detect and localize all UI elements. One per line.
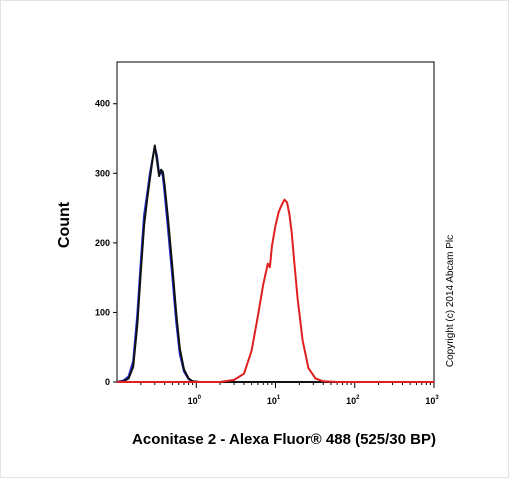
- y-axis-ticks: 0 100 200 300 400: [95, 99, 117, 387]
- x-tick-base: 10: [188, 396, 198, 406]
- x-tick-base: 10: [267, 396, 277, 406]
- x-tick-label: 100: [188, 395, 202, 406]
- y-tick-label: 0: [105, 377, 110, 387]
- series-line-2: [117, 198, 434, 383]
- y-tick-label: 200: [95, 238, 110, 248]
- x-tick-exponent: 3: [435, 395, 439, 401]
- y-axis-label: Count: [56, 201, 73, 248]
- copyright-annotation: Copyright (c) 2014 Abcam Plc: [445, 235, 456, 367]
- x-tick-label: 102: [346, 395, 360, 406]
- x-tick-label: 101: [267, 395, 281, 406]
- x-tick-base: 10: [425, 396, 435, 406]
- x-tick-exponent: 0: [198, 395, 202, 401]
- x-tick-exponent: 1: [277, 395, 281, 401]
- series-group: [116, 144, 434, 383]
- x-axis-ticks: 100 101 102 103: [140, 382, 439, 406]
- x-tick-base: 10: [346, 396, 356, 406]
- x-tick-label: 103: [425, 395, 439, 406]
- y-tick-label: 300: [95, 168, 110, 178]
- y-tick-label: 100: [95, 307, 110, 317]
- x-tick-exponent: 2: [356, 395, 360, 401]
- x-axis-label: Aconitase 2 - Alexa Fluor® 488 (525/30 B…: [132, 431, 436, 448]
- y-tick-label: 400: [95, 99, 110, 109]
- series-line-1: [116, 144, 434, 383]
